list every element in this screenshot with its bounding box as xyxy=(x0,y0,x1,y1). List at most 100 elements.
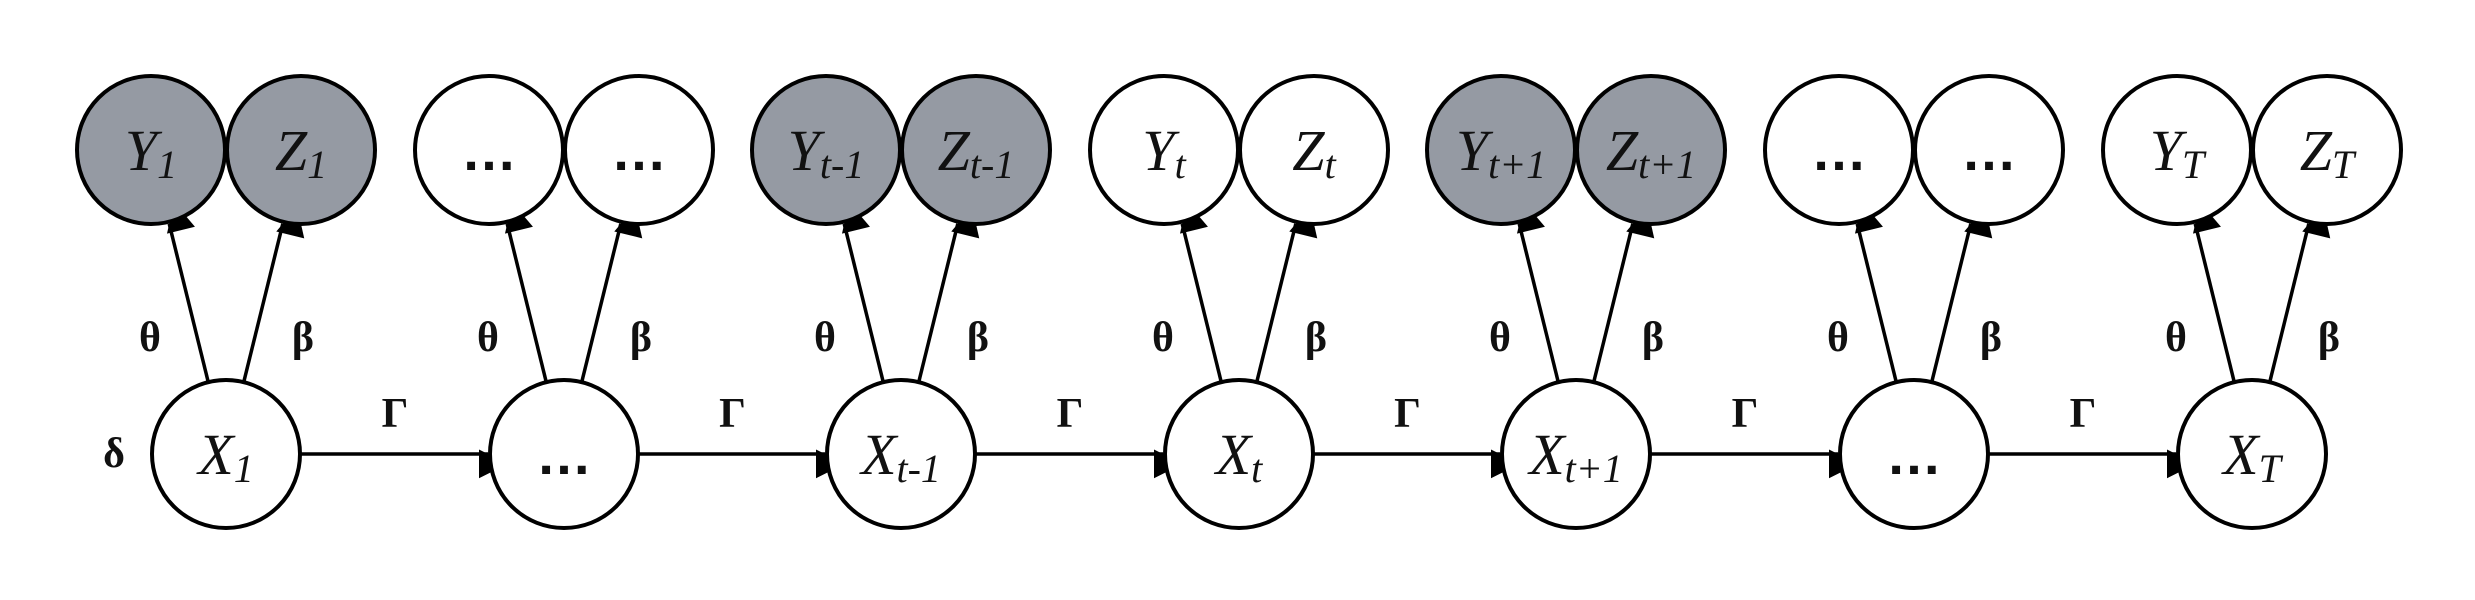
emission-edge-y-2 xyxy=(504,202,548,383)
x-node-label-6: … xyxy=(1886,423,1942,486)
x-node-label-6-main: … xyxy=(1886,423,1942,486)
transition-label-gamma-3: Γ xyxy=(1057,391,1084,437)
emission-edge-y-7 xyxy=(2192,202,2236,383)
z-node-label-4: Zt xyxy=(1292,118,1336,187)
emission-label-beta-7: β xyxy=(2318,315,2340,361)
z-node-label-7-subscript: T xyxy=(2332,142,2357,187)
initial-label-delta: δ xyxy=(103,431,125,477)
z-node-label-2-main: … xyxy=(611,119,667,182)
x-node-label-3: Xt-1 xyxy=(859,422,941,491)
z-node-7 xyxy=(2251,74,2403,226)
z-node-label-5-subscript: t+1 xyxy=(1638,142,1696,187)
emission-edge-y-1 xyxy=(166,202,210,383)
emission-label-theta-5: θ xyxy=(1489,315,1511,361)
z-node-label-2: … xyxy=(611,119,667,182)
z-node-3 xyxy=(900,74,1052,226)
z-node-5 xyxy=(1575,74,1727,226)
x-node-label-4-subscript: t xyxy=(1251,446,1263,491)
emission-label-theta-2: θ xyxy=(477,315,499,361)
x-node-label-7: XT xyxy=(2221,422,2283,491)
transition-label-gamma-5: Γ xyxy=(1732,391,1759,437)
emission-edge-z-6 xyxy=(1930,206,1993,383)
y-node-label-1-main: Y xyxy=(125,118,163,183)
y-node-label-1-subscript: 1 xyxy=(157,142,177,187)
y-node-label-5-main: Y xyxy=(1456,118,1494,183)
x-node-label-7-main: X xyxy=(2221,422,2261,487)
emission-label-theta-7: θ xyxy=(2165,315,2187,361)
emission-edge-z-3 xyxy=(917,206,980,383)
emission-label-theta-3: θ xyxy=(814,315,836,361)
emission-edge-z-5 xyxy=(1592,206,1655,383)
z-node-label-3: Zt-1 xyxy=(938,118,1015,187)
transition-label-gamma-4: Γ xyxy=(1394,391,1421,437)
emission-edge-z-7 xyxy=(2268,206,2331,383)
x-node-label-5-subscript: t+1 xyxy=(1565,446,1623,491)
x-node-label-2: … xyxy=(536,423,592,486)
emission-edge-z-4 xyxy=(1255,206,1318,383)
y-node-label-3-main: Y xyxy=(788,118,826,183)
z-node-label-4-subscript: t xyxy=(1325,142,1337,187)
y-node-label-3-subscript: t-1 xyxy=(820,142,864,187)
z-node-label-6-main: … xyxy=(1961,119,2017,182)
y-node-label-2: … xyxy=(461,119,517,182)
y-node-label-3: Yt-1 xyxy=(788,118,865,187)
emission-label-theta-6: θ xyxy=(1827,315,1849,361)
z-node-1 xyxy=(225,74,377,226)
y-node-label-4-main: Y xyxy=(1142,118,1180,183)
z-node-label-1-subscript: 1 xyxy=(307,142,327,187)
y-node-label-5: Yt+1 xyxy=(1456,118,1546,187)
x-node-2 xyxy=(488,378,640,530)
emission-label-beta-1: β xyxy=(292,315,314,361)
z-node-label-7: ZT xyxy=(2300,118,2357,187)
z-node-label-5-main: Z xyxy=(1606,118,1639,183)
x-node-label-2-main: … xyxy=(536,423,592,486)
z-node-label-6: … xyxy=(1961,119,2017,182)
x-node-label-1: X1 xyxy=(196,422,253,491)
z-node-label-1: Z1 xyxy=(275,118,327,187)
transition-label-gamma-2: Γ xyxy=(719,391,746,437)
x-node-label-3-subscript: t-1 xyxy=(897,446,941,491)
emission-label-beta-5: β xyxy=(1642,315,1664,361)
emission-edge-y-5 xyxy=(1516,202,1560,383)
emission-label-theta-4: θ xyxy=(1152,315,1174,361)
emission-edge-y-3 xyxy=(841,202,885,383)
x-node-7 xyxy=(2176,378,2328,530)
z-node-4 xyxy=(1238,74,1390,226)
y-node-label-7-subscript: T xyxy=(2182,142,2207,187)
emission-label-beta-6: β xyxy=(1980,315,2002,361)
transition-label-gamma-1: Γ xyxy=(382,391,409,437)
x-node-4 xyxy=(1163,378,1315,530)
emission-label-beta-4: β xyxy=(1305,315,1327,361)
emission-edge-z-1 xyxy=(242,206,305,383)
x-node-label-1-main: X xyxy=(196,422,236,487)
emission-label-beta-2: β xyxy=(630,315,652,361)
z-node-label-7-main: Z xyxy=(2300,118,2333,183)
emission-label-beta-3: β xyxy=(967,315,989,361)
x-node-5 xyxy=(1500,378,1652,530)
emission-edge-z-2 xyxy=(580,206,643,383)
x-node-label-4-main: X xyxy=(1214,422,1254,487)
x-node-label-7-subscript: T xyxy=(2259,446,2284,491)
y-node-label-2-main: … xyxy=(461,119,517,182)
y-node-label-7-main: Y xyxy=(2150,118,2188,183)
z-node-label-4-main: Z xyxy=(1292,118,1325,183)
x-node-6 xyxy=(1838,378,1990,530)
x-node-label-1-subscript: 1 xyxy=(234,446,254,491)
emission-label-theta-1: θ xyxy=(139,315,161,361)
y-node-label-6: … xyxy=(1811,119,1867,182)
x-node-label-4: Xt xyxy=(1214,422,1263,491)
y-node-label-7: YT xyxy=(2150,118,2207,187)
x-node-3 xyxy=(825,378,977,530)
y-node-label-5-subscript: t+1 xyxy=(1488,142,1546,187)
x-node-label-3-main: X xyxy=(859,422,899,487)
z-node-6 xyxy=(1913,74,2065,226)
z-node-label-1-main: Z xyxy=(275,118,308,183)
z-node-label-3-subscript: t-1 xyxy=(970,142,1014,187)
y-node-label-4: Yt xyxy=(1142,118,1186,187)
z-node-label-3-main: Z xyxy=(938,118,971,183)
z-node-2 xyxy=(563,74,715,226)
transition-label-gamma-6: Γ xyxy=(2070,391,2097,437)
z-node-label-5: Zt+1 xyxy=(1606,118,1696,187)
y-node-label-1: Y1 xyxy=(125,118,177,187)
